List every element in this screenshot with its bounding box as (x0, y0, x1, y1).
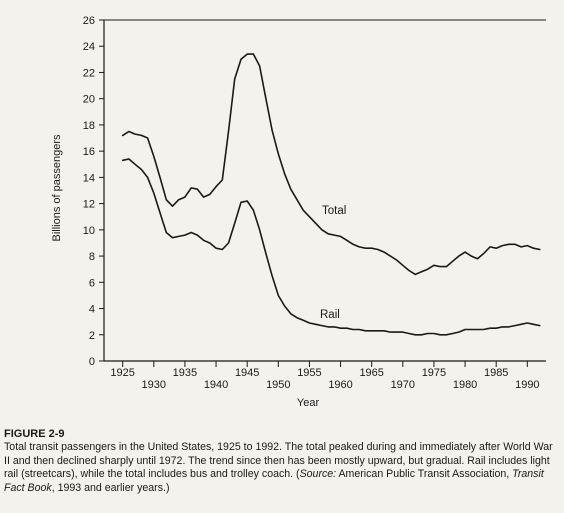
y-tick-label: 14 (83, 172, 95, 184)
x-tick-label: 1990 (515, 379, 539, 391)
y-tick-label: 12 (83, 199, 95, 211)
x-axis-ticks: 1925 1935 1945 1955 1965 1975 1985 1930 1940 1950… (110, 361, 540, 391)
series-line-rail (121, 158, 541, 336)
x-tick-label: 1975 (422, 367, 446, 379)
y-tick-label: 2 (89, 330, 95, 342)
y-tick-label: 18 (83, 120, 95, 132)
series-lines (121, 53, 541, 336)
y-tick-label: 8 (89, 251, 95, 263)
x-tick-label: 1955 (297, 367, 321, 379)
chart-axes (103, 19, 546, 362)
x-tick-label: 1985 (484, 367, 508, 379)
figure-number: FIGURE 2-9 (4, 428, 65, 440)
series-line-total (121, 53, 541, 276)
x-tick-label: 1940 (204, 379, 228, 391)
x-tick-label: 1930 (142, 379, 166, 391)
y-tick-label: 20 (83, 94, 95, 106)
x-tick-label: 1935 (173, 367, 197, 379)
y-tick-label: 10 (83, 225, 95, 237)
x-axis-title: Year (297, 397, 320, 409)
y-tick-label: 16 (83, 146, 95, 158)
x-tick-label: 1945 (235, 367, 259, 379)
x-tick-label: 1965 (359, 367, 383, 379)
caption-book-title: Transit Fact Book (4, 468, 544, 494)
caption-source-tail: , 1993 and earlier years.) (51, 481, 170, 494)
figure-caption: FIGURE 2-9 Total transit passengers in t… (4, 428, 556, 495)
x-tick-label: 1925 (110, 367, 134, 379)
y-tick-label: 24 (83, 41, 95, 53)
caption-source: American Public Transit Association, (336, 468, 513, 481)
x-tick-label: 1980 (453, 379, 477, 391)
series-label-total: Total (322, 205, 346, 217)
x-tick-label: 1970 (391, 379, 415, 391)
caption-main: Total transit passengers in the United S… (4, 441, 553, 481)
y-tick-label: 6 (89, 277, 95, 289)
caption-source-label: Source: (299, 468, 337, 481)
x-tick-label: 1950 (266, 379, 290, 391)
series-label-rail: Rail (320, 309, 340, 321)
y-tick-label: 26 (83, 15, 95, 27)
caption-text: Total transit passengers in the United S… (4, 441, 553, 493)
y-tick-label: 4 (89, 304, 95, 316)
y-tick-label: 22 (83, 67, 95, 79)
x-tick-label: 1960 (328, 379, 352, 391)
y-axis-title: Billions of passengers (51, 134, 63, 242)
y-tick-label: 0 (89, 356, 95, 368)
